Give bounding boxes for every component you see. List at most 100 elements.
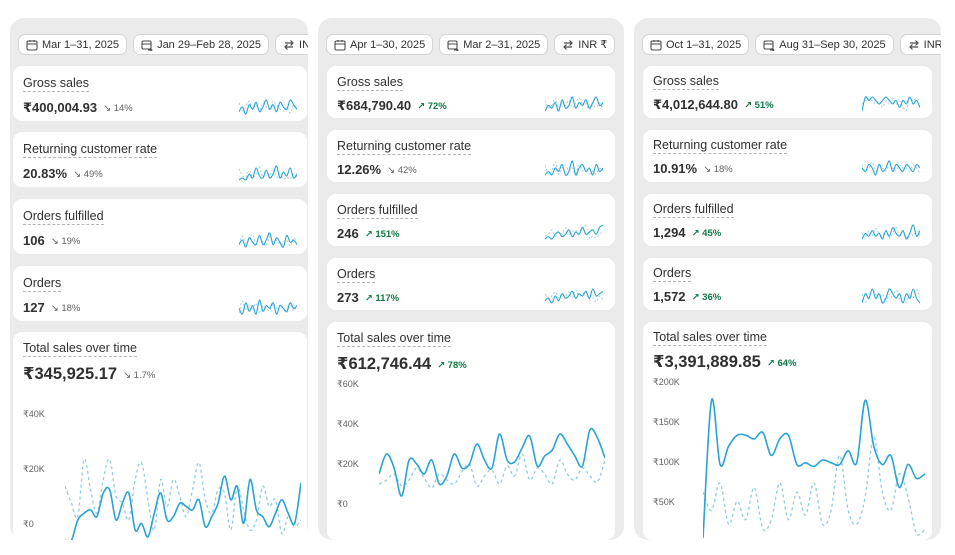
metric-value: 1,294 ↗ 45% [653, 225, 722, 240]
calendar-compare-icon [763, 39, 776, 51]
metric-delta: ↗ 45% [691, 228, 722, 239]
compare-range-button[interactable]: Aug 31–Sep 30, 2025 [755, 34, 894, 55]
compare-range-button[interactable]: Jan 29–Feb 28, 2025 [133, 34, 270, 55]
date-range-button[interactable]: Oct 1–31, 2025 [642, 34, 750, 55]
orders-fulfilled-sparkline [545, 224, 603, 240]
metric-value: 1,572 ↗ 36% [653, 289, 722, 304]
gross-sales-sparkline [239, 99, 297, 115]
calendar-icon [650, 39, 662, 51]
currency-button[interactable]: INR ₹ [554, 34, 616, 55]
orders-card[interactable]: Orders 127 ↘ 18% [13, 266, 307, 321]
currency-button[interactable]: INR ₹ [899, 34, 941, 55]
swap-icon [563, 39, 574, 50]
returning-customer-rate-sparkline [239, 165, 297, 181]
metric-title: Orders fulfilled [337, 203, 418, 219]
gross-sales-card[interactable]: Gross sales ₹4,012,644.80 ↗ 51% [643, 66, 932, 118]
metric-value: ₹684,790.40 ↗ 72% [337, 98, 447, 113]
metric-title: Returning customer rate [337, 139, 472, 155]
toolbar: Oct 1–31, 2025 Aug 31–Sep 30, 2025 INR ₹ [634, 18, 941, 55]
trend-down-icon: ↘ [103, 103, 112, 114]
trend-down-icon: ↘ [123, 370, 132, 381]
total-sales-card[interactable]: Total sales over time ₹3,391,889.85 ↗ 64%… [643, 322, 932, 540]
orders-sparkline [239, 299, 297, 315]
sparkline-comparison-line [545, 289, 603, 303]
sparkline-line [545, 224, 603, 240]
total-sales-card[interactable]: Total sales over time ₹345,925.17 ↘ 1.7% … [13, 332, 307, 540]
trend-up-icon: ↗ [364, 293, 373, 304]
currency-button[interactable]: INR ₹ [275, 34, 308, 55]
y-axis-label: ₹100K [653, 457, 680, 467]
compare-range-button[interactable]: Mar 2–31, 2025 [439, 34, 549, 55]
metric-title: Gross sales [653, 74, 719, 90]
metric-delta: ↘ 14% [103, 103, 133, 114]
orders-fulfilled-sparkline [862, 224, 920, 240]
orders-card[interactable]: Orders 273 ↗ 117% [327, 258, 615, 310]
trend-up-icon: ↗ [743, 100, 752, 111]
total-sales-delta: ↗ 78% [437, 360, 467, 371]
y-axis-label: ₹150K [653, 417, 680, 427]
swap-icon [908, 39, 919, 50]
total-sales-delta: ↘ 1.7% [123, 370, 156, 381]
toolbar: Mar 1–31, 2025 Jan 29–Feb 28, 2025 INR ₹ [10, 18, 308, 55]
metric-delta: ↘ 18% [703, 164, 733, 175]
metric-value: 10.91% ↘ 18% [653, 161, 733, 176]
metric-value: ₹4,012,644.80 ↗ 51% [653, 97, 774, 112]
total-sales-value: ₹3,391,889.85 ↗ 64% [653, 353, 797, 371]
metric-value: ₹400,004.93 ↘ 14% [23, 100, 133, 115]
date-range-button[interactable]: Mar 1–31, 2025 [18, 34, 128, 55]
y-axis-label: ₹60K [337, 379, 359, 389]
orders-sparkline [862, 288, 920, 304]
date-range-button[interactable]: Apr 1–30, 2025 [326, 34, 434, 55]
trend-up-icon: ↗ [691, 292, 700, 303]
y-axis-label: ₹20K [337, 459, 359, 469]
calendar-compare-icon [447, 39, 460, 51]
metric-delta: ↗ 117% [364, 293, 400, 304]
total-sales-comparison-line [65, 458, 301, 535]
total-sales-current-line [703, 398, 925, 538]
total-sales-value: ₹612,746.44 ↗ 78% [337, 355, 467, 373]
date-range-label: Oct 1–31, 2025 [666, 38, 742, 51]
returning-customer-rate-card[interactable]: Returning customer rate 20.83% ↘ 49% [13, 132, 307, 187]
trend-down-icon: ↘ [387, 165, 396, 176]
metric-title: Returning customer rate [653, 138, 788, 154]
gross-sales-card[interactable]: Gross sales ₹684,790.40 ↗ 72% [327, 66, 615, 118]
sparkline-line [545, 96, 603, 112]
panel-1: Mar 1–31, 2025 Jan 29–Feb 28, 2025 INR ₹… [10, 18, 308, 540]
gross-sales-card[interactable]: Gross sales ₹400,004.93 ↘ 14% [13, 66, 307, 121]
metric-delta: ↘ 19% [50, 236, 81, 247]
total-sales-value: ₹345,925.17 ↘ 1.7% [23, 365, 156, 383]
calendar-compare-icon [141, 39, 153, 51]
total-sales-current-line [65, 475, 301, 540]
panel-2: Apr 1–30, 2025 Mar 2–31, 2025 INR ₹ Gros… [318, 18, 624, 540]
currency-label: INR ₹ [299, 39, 308, 51]
returning-customer-rate-card[interactable]: Returning customer rate 12.26% ↘ 42% [327, 130, 615, 182]
orders-fulfilled-card[interactable]: Orders fulfilled 1,294 ↗ 45% [643, 194, 932, 246]
total-sales-title: Total sales over time [337, 331, 451, 347]
orders-card[interactable]: Orders 1,572 ↗ 36% [643, 258, 932, 310]
trend-up-icon: ↗ [437, 360, 446, 371]
metric-title: Orders [337, 267, 376, 283]
metric-value: 246 ↗ 151% [337, 226, 400, 241]
trend-up-icon: ↗ [364, 229, 373, 240]
total-sales-chart [703, 398, 925, 538]
trend-down-icon: ↘ [73, 169, 82, 180]
metric-title: Orders fulfilled [23, 209, 104, 225]
sparkline-line [239, 165, 297, 181]
total-sales-title: Total sales over time [653, 330, 767, 346]
y-axis-label: ₹0 [23, 519, 34, 529]
total-sales-chart [65, 458, 301, 540]
orders-fulfilled-card[interactable]: Orders fulfilled 246 ↗ 151% [327, 194, 615, 246]
metric-delta: ↗ 72% [417, 101, 447, 112]
metric-delta: ↗ 36% [691, 292, 722, 303]
returning-customer-rate-card[interactable]: Returning customer rate 10.91% ↘ 18% [643, 130, 932, 182]
y-axis-label: ₹50K [653, 497, 675, 507]
total-sales-current-line [379, 427, 605, 497]
trend-up-icon: ↗ [417, 101, 426, 112]
metric-delta: ↘ 18% [50, 303, 81, 314]
metric-delta: ↗ 151% [364, 229, 400, 240]
total-sales-card[interactable]: Total sales over time ₹612,746.44 ↗ 78% ₹… [327, 322, 615, 540]
currency-label: INR ₹ [578, 39, 608, 51]
orders-fulfilled-card[interactable]: Orders fulfilled 106 ↘ 19% [13, 199, 307, 254]
calendar-icon [26, 39, 38, 51]
compare-range-label: Jan 29–Feb 28, 2025 [157, 38, 262, 51]
